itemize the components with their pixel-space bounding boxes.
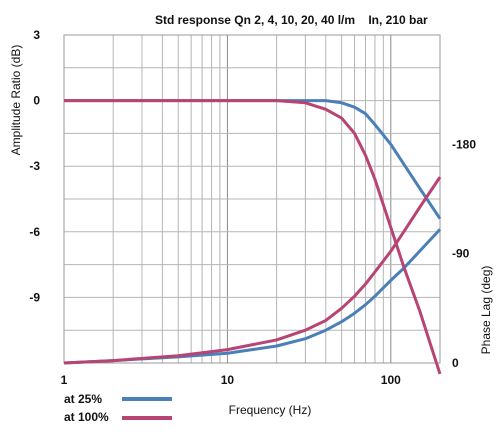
chart-title: Std response Qn 2, 4, 10, 20, 40 l/m [155, 13, 355, 27]
x-tick-label: 1 [61, 373, 68, 387]
phase-line-series-2 [63, 176, 442, 365]
legend-swatch-series-2 [122, 416, 172, 420]
legend-label-series-1: at 25% [64, 392, 102, 406]
y-tick-label: 0 [33, 94, 40, 108]
legend: at 25% at 100% [64, 392, 172, 424]
phase-line-series-1 [63, 228, 442, 365]
series-lines [63, 99, 442, 375]
x-tick-label: 100 [381, 373, 401, 387]
y-tick-label: -3 [29, 159, 40, 173]
x-axis-label: Frequency (Hz) [229, 403, 312, 417]
y2-axis-label: Phase Lag (deg) [479, 266, 493, 355]
y-tick-label: 3 [33, 28, 40, 42]
x-tick-label: 10 [221, 373, 235, 387]
y2-tick-label: -180 [452, 137, 476, 151]
grid-lines [64, 35, 441, 363]
tick-labels: 1 10 100 3 0 -3 -6 -9 -180 -90 0 [29, 28, 476, 387]
chart-subtitle: In, 210 bar [368, 13, 428, 27]
y2-tick-label: 0 [452, 356, 459, 370]
legend-swatch-series-1 [122, 397, 172, 401]
plot-area-border [63, 34, 441, 364]
amplitude-line-series-2 [64, 99, 442, 375]
y-tick-label: -9 [29, 290, 40, 304]
legend-label-series-2: at 100% [64, 410, 109, 424]
y-axis-label: Amplitude Ratio (dB) [9, 45, 23, 156]
y2-tick-label: -90 [452, 247, 470, 261]
y-tick-label: -6 [29, 225, 40, 239]
